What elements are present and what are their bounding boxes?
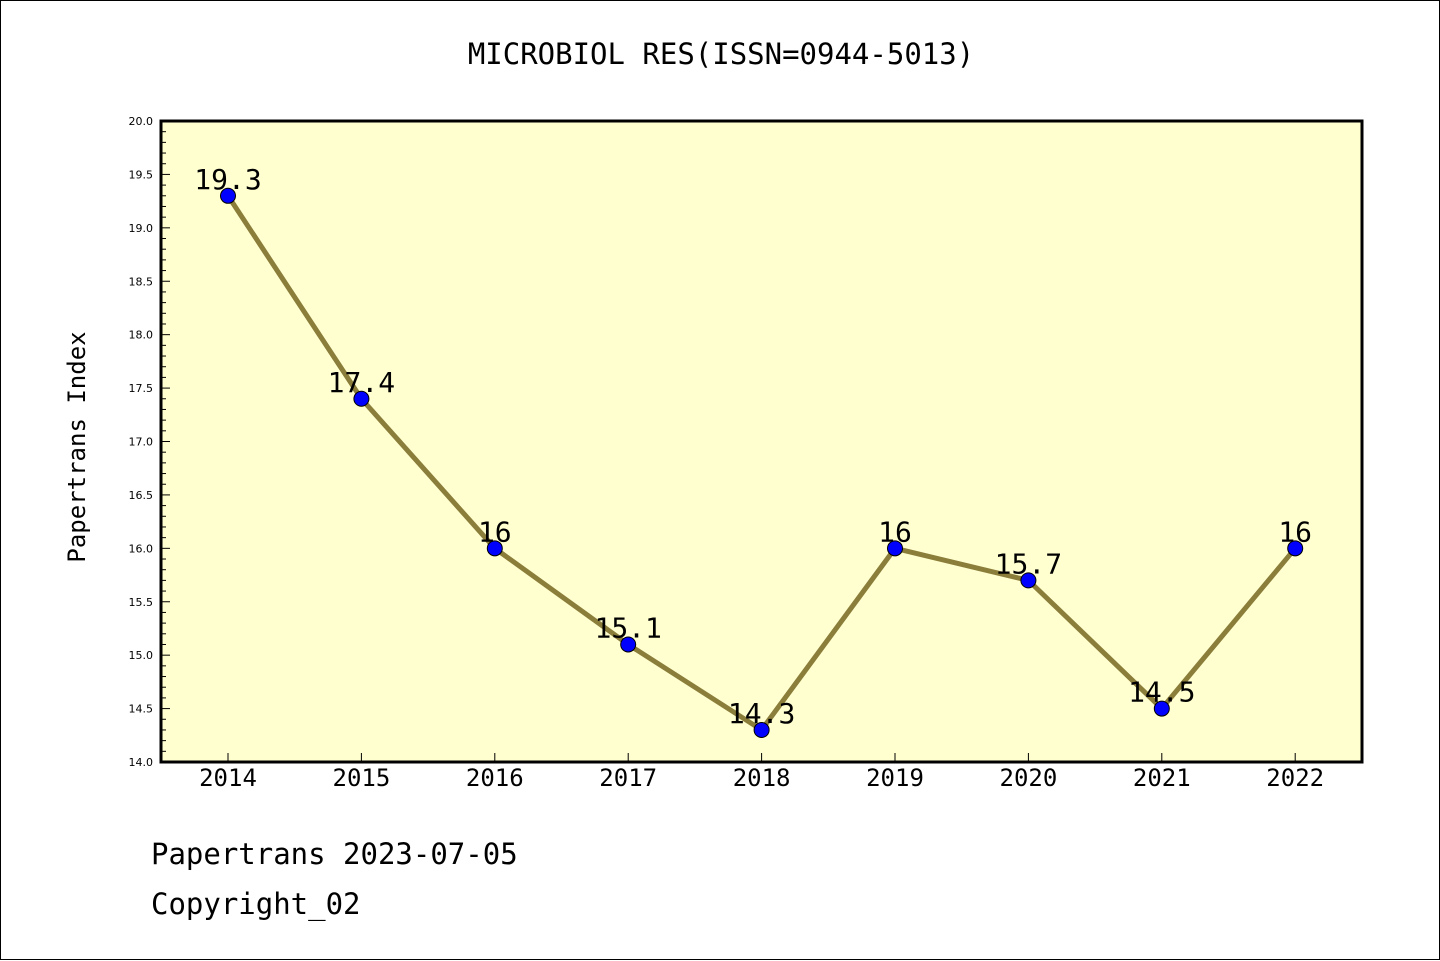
x-tick-label: 2021 xyxy=(1133,764,1191,792)
footer-copyright: Copyright_02 xyxy=(151,887,361,921)
data-point xyxy=(753,721,770,738)
data-point xyxy=(620,636,637,653)
plot-area xyxy=(159,119,1364,764)
data-point xyxy=(1287,540,1304,557)
data-point xyxy=(486,540,503,557)
data-label: 16 xyxy=(1278,515,1312,548)
chart-title: MICROBIOL RES(ISSN=0944-5013) xyxy=(467,37,975,71)
data-label: 19.3 xyxy=(194,163,261,196)
data-label: 17.4 xyxy=(328,366,395,399)
data-label: 16 xyxy=(478,515,512,548)
x-tick-label: 2014 xyxy=(199,764,257,792)
y-tick-label: 18.0 xyxy=(129,329,154,342)
data-label: 15.7 xyxy=(995,547,1062,580)
footer-date: Papertrans 2023-07-05 xyxy=(151,837,518,871)
y-tick-label: 14.0 xyxy=(129,756,154,769)
y-tick-label: 15.0 xyxy=(129,649,154,662)
y-tick-label: 16.5 xyxy=(129,489,154,502)
x-tick-label: 2017 xyxy=(599,764,657,792)
data-point xyxy=(1153,700,1170,717)
series-layer xyxy=(220,187,1304,738)
x-tick-label: 2019 xyxy=(866,764,924,792)
x-tick-label: 2016 xyxy=(466,764,524,792)
y-tick-label: 17.5 xyxy=(129,382,154,395)
data-point xyxy=(887,540,903,557)
y-tick-label: 19.5 xyxy=(129,168,154,181)
y-tick-label: 20.0 xyxy=(129,115,154,128)
y-tick-label: 16.0 xyxy=(129,542,154,555)
data-point xyxy=(1020,572,1037,589)
y-tick-label: 19.0 xyxy=(129,222,154,235)
data-labels: 19.3 17.4 16 15.1 14.3 16 15.7 14.5 16 xyxy=(194,163,1312,730)
y-tick-label: 14.5 xyxy=(129,703,154,716)
data-label: 14.5 xyxy=(1128,676,1195,709)
x-axis-ticks: 2014 2015 2016 2017 2018 2019 2020 2021 2022 xyxy=(199,753,1324,792)
data-point xyxy=(353,390,370,407)
data-label: 16 xyxy=(878,515,912,548)
x-tick-label: 2022 xyxy=(1266,764,1324,792)
x-tick-label: 2018 xyxy=(733,764,791,792)
data-label: 14.3 xyxy=(728,697,795,730)
y-tick-label: 15.5 xyxy=(129,596,154,609)
data-point xyxy=(220,187,236,204)
y-axis-ticks: 14.0 14.5 15.0 15.5 16.0 16.5 17.0 17.5 18.0 18.5… xyxy=(129,115,170,769)
x-tick-label: 2020 xyxy=(1000,764,1058,792)
y-tick-label: 18.5 xyxy=(129,275,154,288)
y-tick-label: 17.0 xyxy=(129,436,154,449)
x-tick-label: 2015 xyxy=(333,764,391,792)
data-label: 15.1 xyxy=(594,611,661,644)
